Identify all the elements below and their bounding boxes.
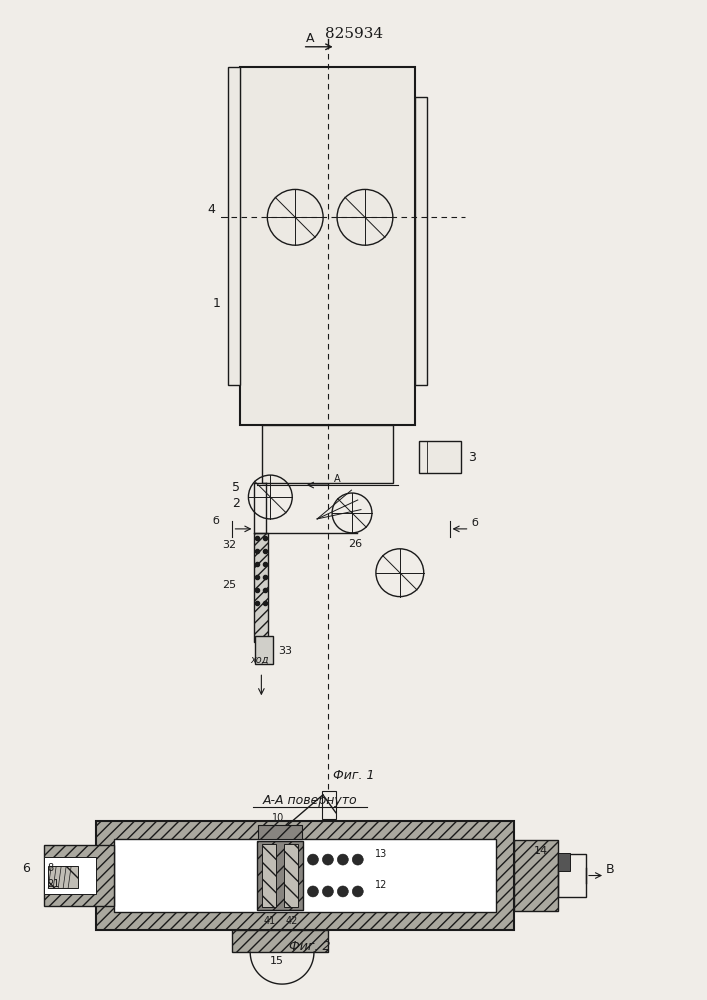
Bar (415, 97, 427, 385)
Text: 12: 12 (375, 880, 387, 890)
Text: 8: 8 (47, 863, 53, 873)
Circle shape (352, 886, 363, 897)
Text: Фиг. 1: Фиг. 1 (333, 769, 375, 782)
Bar (96, 821, 515, 930)
Text: 6: 6 (23, 862, 30, 875)
Text: 42: 42 (285, 916, 298, 926)
Bar (255, 636, 274, 664)
Bar (240, 67, 415, 425)
Text: А: А (305, 32, 314, 45)
Text: 32: 32 (222, 540, 236, 550)
Circle shape (337, 886, 349, 897)
Circle shape (308, 854, 318, 865)
Circle shape (308, 886, 318, 897)
Bar (48, 866, 78, 888)
Bar (559, 854, 586, 897)
Text: 13: 13 (375, 849, 387, 859)
Bar (255, 533, 269, 642)
Text: 41: 41 (263, 916, 276, 926)
Text: 1: 1 (213, 297, 221, 310)
Text: ход: ход (250, 654, 269, 664)
Bar (233, 930, 328, 952)
Bar (515, 840, 559, 911)
Text: А: А (334, 474, 341, 484)
Text: 26: 26 (348, 539, 362, 549)
Circle shape (352, 854, 363, 865)
Bar (284, 844, 298, 907)
Circle shape (337, 854, 349, 865)
Bar (257, 841, 303, 910)
Text: 25: 25 (222, 580, 236, 590)
Text: 21: 21 (47, 879, 59, 889)
Circle shape (322, 886, 334, 897)
Text: 5: 5 (233, 481, 240, 494)
Bar (45, 845, 114, 906)
Bar (559, 853, 570, 871)
Text: 4: 4 (208, 203, 216, 216)
Text: 33: 33 (279, 646, 292, 656)
Text: B: B (606, 863, 614, 876)
Bar (228, 67, 240, 385)
Bar (322, 791, 336, 819)
Text: 14: 14 (534, 846, 549, 856)
Bar (419, 441, 460, 473)
Bar (114, 839, 496, 912)
Text: 10: 10 (272, 813, 284, 823)
Text: Фиг. 2: Фиг. 2 (289, 940, 331, 953)
Text: б: б (472, 518, 479, 528)
Text: 15: 15 (270, 956, 284, 966)
Text: 825934: 825934 (325, 27, 383, 41)
Bar (262, 844, 276, 907)
Bar (45, 857, 96, 894)
Text: 3: 3 (469, 451, 477, 464)
Bar (262, 425, 393, 483)
Circle shape (322, 854, 334, 865)
Bar (258, 825, 302, 839)
Text: А-А повернуто: А-А повернуто (263, 794, 358, 807)
Text: б: б (213, 516, 219, 526)
Text: 2: 2 (233, 497, 240, 510)
